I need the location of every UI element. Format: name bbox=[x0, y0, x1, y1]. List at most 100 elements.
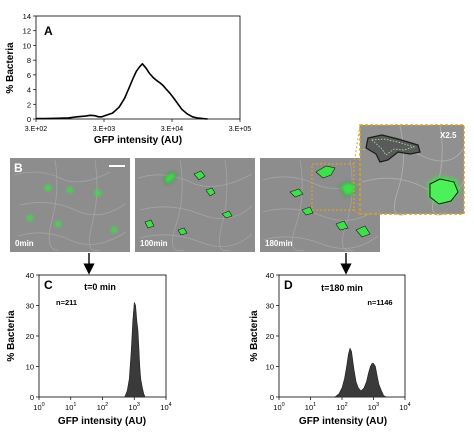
panel-c-ylabel: % Bacteria bbox=[6, 310, 17, 362]
y-tick-label: 14 bbox=[23, 12, 31, 21]
bacterium bbox=[94, 189, 102, 197]
panel-a-letter: A bbox=[44, 24, 53, 38]
panel-c-xlabel: GFP intensity (AU) bbox=[58, 416, 146, 427]
cell-texture bbox=[262, 159, 379, 252]
zoom-colony-outline bbox=[365, 134, 421, 163]
y-tick-label: 12 bbox=[23, 27, 31, 36]
colony bbox=[365, 134, 421, 163]
zoom-colony-fluorescent bbox=[428, 176, 460, 205]
microcolony bbox=[163, 171, 178, 185]
panel-c-histogram: C t=0 min n=211 % Bacteria GFP intensity… bbox=[6, 271, 172, 427]
panel-c-letter: C bbox=[44, 278, 53, 292]
bacterium bbox=[55, 221, 61, 227]
x-tick-label: 102 bbox=[336, 402, 347, 412]
colony bbox=[289, 188, 304, 198]
y-tick-label: 0 bbox=[27, 115, 31, 124]
microcolony bbox=[205, 187, 216, 197]
x-tick-label: 101 bbox=[65, 402, 76, 412]
y-tick-label: 30 bbox=[26, 302, 34, 311]
y-tick-label: 6 bbox=[27, 71, 31, 80]
panel-d-series bbox=[334, 347, 388, 398]
zoom-connector bbox=[353, 124, 361, 165]
colony bbox=[355, 225, 371, 238]
colony-highlight bbox=[371, 138, 416, 156]
x-tick-label: 104 bbox=[160, 402, 171, 412]
bacterium bbox=[67, 187, 73, 193]
histogram-area bbox=[334, 347, 388, 398]
panel-b-microscopy: B 0min 100min bbox=[10, 124, 465, 275]
x-tick-label: 3.E+02 bbox=[25, 126, 47, 133]
panel-a-line-chart: A % Bacteria GFP intensity (AU) 0 2 4 6 8 10 1… bbox=[5, 12, 251, 146]
x-tick-label: 3.E+03 bbox=[93, 126, 115, 133]
x-tick-label: 3.E+04 bbox=[161, 126, 183, 133]
y-tick-label: 10 bbox=[26, 363, 34, 372]
panel-c-series bbox=[124, 302, 146, 398]
image-background bbox=[135, 158, 255, 252]
y-tick-label: 40 bbox=[266, 271, 274, 280]
zoom-inset-border bbox=[359, 124, 465, 215]
microcolony bbox=[144, 219, 155, 229]
zoom-inset: X2.5 bbox=[359, 124, 465, 216]
bacterium bbox=[111, 227, 117, 233]
panel-b-letter: B bbox=[14, 161, 23, 175]
microcolony bbox=[177, 227, 188, 236]
colony bbox=[301, 206, 314, 216]
panel-d-ticks: 0 10 20 30 40 100 101 102 103 104 bbox=[266, 271, 411, 412]
y-tick-label: 2 bbox=[27, 100, 31, 109]
x-tick-label: 102 bbox=[97, 402, 108, 412]
series-line bbox=[36, 62, 208, 120]
zoom-factor-label: X2.5 bbox=[440, 131, 457, 140]
panel-a-ticks: 0 2 4 6 8 10 12 14 3.E+02 3.E+03 3.E+04 3.E+05 bbox=[23, 12, 252, 133]
y-tick-label: 10 bbox=[266, 363, 274, 372]
panel-d-annotation: n=1146 bbox=[367, 298, 392, 307]
bacterium bbox=[27, 215, 33, 221]
bacteria-spots bbox=[27, 184, 117, 233]
y-tick-label: 40 bbox=[26, 271, 34, 280]
histogram-area bbox=[124, 302, 146, 398]
y-tick-label: 4 bbox=[27, 86, 31, 95]
x-tick-label: 104 bbox=[399, 402, 410, 412]
colony bbox=[429, 178, 459, 205]
panel-a-ylabel: % Bacteria bbox=[5, 42, 16, 94]
image-frame-100min: 100min bbox=[135, 158, 255, 252]
panel-a-plot-frame bbox=[35, 15, 241, 120]
panel-d-histogram: D t=180 min n=1146 % Bacteria GFP intens… bbox=[249, 271, 411, 427]
bacteria-microcolonies bbox=[144, 170, 233, 236]
image-background bbox=[10, 158, 130, 252]
x-tick-label: 100 bbox=[273, 402, 284, 412]
x-tick-label: 100 bbox=[33, 402, 44, 412]
panel-a-xlabel: GFP intensity (AU) bbox=[94, 135, 182, 146]
panel-c-plot-frame bbox=[38, 274, 167, 398]
x-tick-label: 103 bbox=[368, 402, 379, 412]
microcolony bbox=[193, 170, 206, 181]
panel-d-title: t=180 min bbox=[321, 283, 363, 293]
image-frame-0min: B 0min bbox=[10, 158, 130, 252]
y-tick-label: 0 bbox=[30, 393, 34, 402]
frame-time-label: 0min bbox=[15, 239, 34, 248]
y-tick-label: 10 bbox=[23, 41, 31, 50]
panel-c-ticks: 0 10 20 30 40 100 101 102 103 104 bbox=[26, 271, 172, 412]
y-tick-label: 30 bbox=[266, 302, 274, 311]
zoom-connector bbox=[353, 209, 361, 215]
microcolony bbox=[221, 210, 233, 219]
x-tick-label: 3.E+05 bbox=[229, 126, 251, 133]
panel-c-annotation: n=211 bbox=[56, 298, 77, 307]
cell-texture bbox=[137, 159, 253, 252]
frame-time-label: 180min bbox=[265, 239, 293, 248]
panel-a-series bbox=[36, 62, 208, 120]
y-tick-label: 0 bbox=[270, 393, 274, 402]
colony bbox=[339, 181, 357, 197]
y-tick-label: 20 bbox=[266, 332, 274, 341]
panel-d-xlabel: GFP intensity (AU) bbox=[299, 416, 387, 427]
zoom-source-box bbox=[311, 163, 355, 211]
colony bbox=[315, 165, 336, 179]
panel-d-letter: D bbox=[284, 278, 293, 292]
x-tick-label: 101 bbox=[305, 402, 316, 412]
panel-d-ylabel: % Bacteria bbox=[249, 310, 260, 362]
panel-c-title: t=0 min bbox=[84, 282, 116, 292]
x-tick-label: 103 bbox=[129, 402, 140, 412]
bacteria-colonies bbox=[289, 165, 371, 238]
panel-d-plot-frame bbox=[278, 274, 406, 398]
y-tick-label: 20 bbox=[26, 332, 34, 341]
